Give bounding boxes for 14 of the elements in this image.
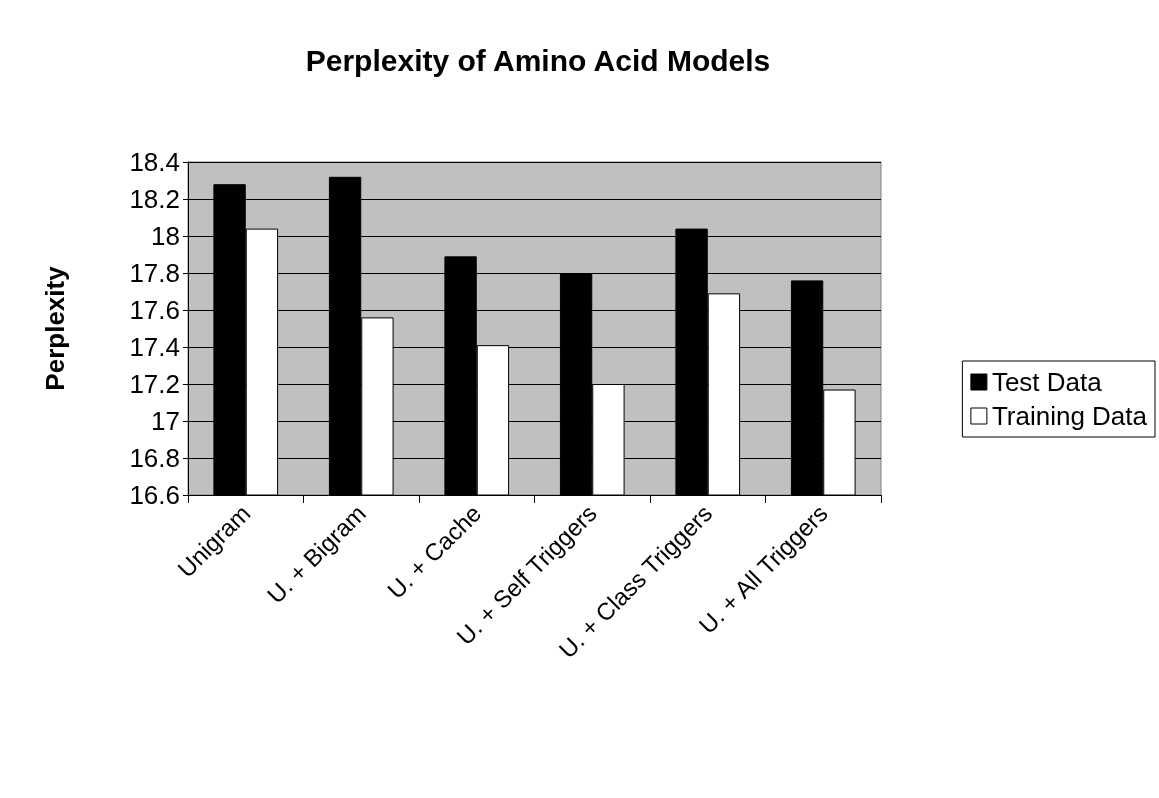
y-tick-label: 17.2 — [129, 369, 180, 399]
y-tick-label: 18.2 — [129, 184, 180, 214]
chart-title: Perplexity of Amino Acid Models — [305, 43, 771, 77]
y-tick-label: 16.8 — [129, 443, 180, 473]
y-tick-label: 17.6 — [129, 295, 180, 325]
y-tick-label: 16.6 — [129, 480, 180, 510]
y-axis-title: Perplexity — [40, 265, 70, 391]
y-tick-label: 18.4 — [129, 147, 180, 177]
y-tick-label: 17.8 — [129, 258, 180, 288]
y-tick-label: 17 — [151, 406, 180, 436]
legend-label: Training Data — [991, 401, 1148, 431]
y-tick-label: 18 — [151, 221, 180, 251]
y-tick-label: 17.4 — [129, 332, 180, 362]
legend-label: Test Data — [991, 367, 1103, 397]
